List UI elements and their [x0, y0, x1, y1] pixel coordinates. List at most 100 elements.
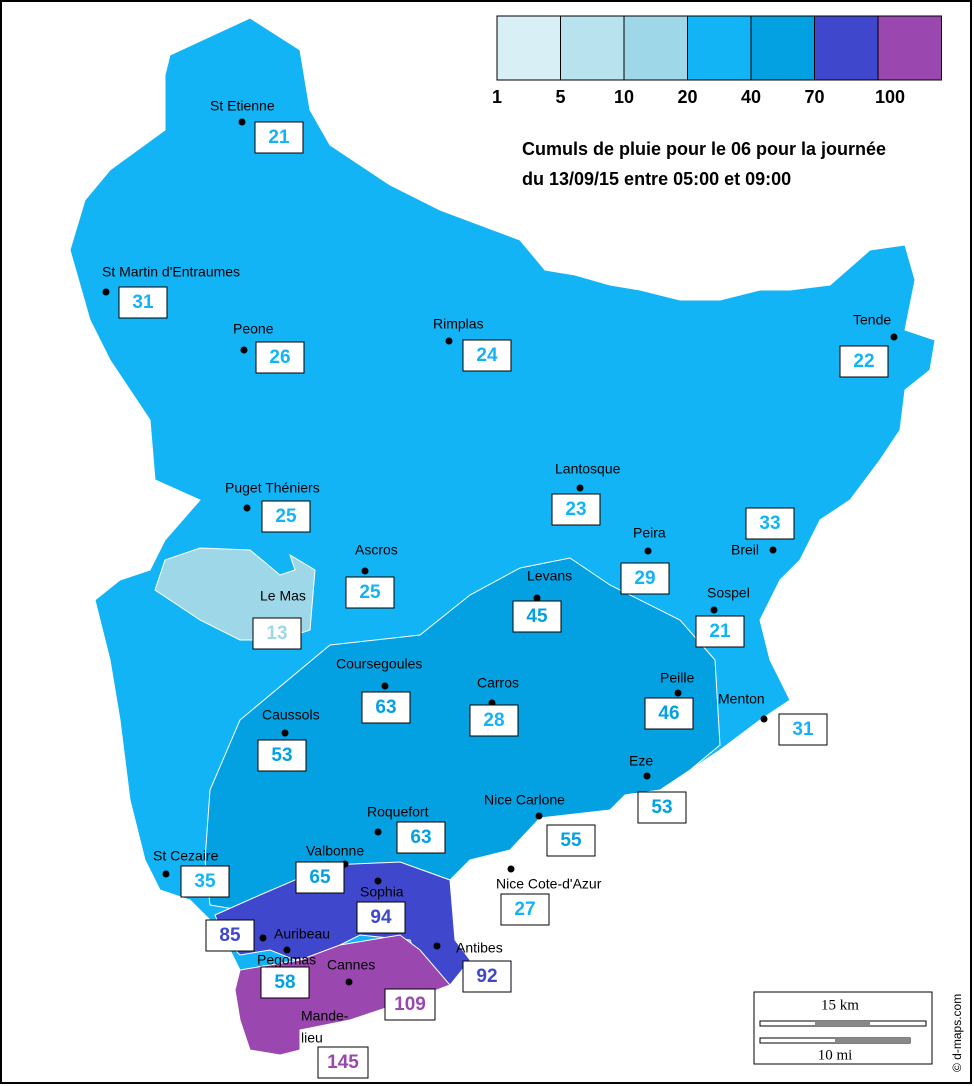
station-value: 53	[651, 797, 672, 818]
station-value: 28	[483, 710, 504, 731]
station-name: Sospel	[707, 585, 750, 601]
station-name: Nice Carlone	[484, 792, 565, 808]
station-value: 65	[309, 867, 331, 888]
station-name: Sophia	[360, 884, 404, 900]
scale-box	[753, 991, 933, 1065]
station-value: 25	[359, 582, 381, 603]
value-box	[778, 713, 828, 746]
station-value: 109	[394, 994, 426, 1015]
station-name: Auribeau	[274, 926, 330, 942]
value-box	[254, 121, 304, 154]
station-name: lieu	[301, 1030, 323, 1046]
station-value: 55	[560, 830, 582, 851]
station-name: Peira	[633, 525, 666, 541]
legend-swatch	[496, 15, 561, 81]
station-name: St Etienne	[210, 98, 275, 114]
station-dot	[102, 288, 110, 296]
station-dot	[374, 828, 382, 836]
value-box	[500, 893, 550, 926]
station-value: 145	[327, 1052, 359, 1073]
legend-label: 10	[614, 87, 634, 107]
scale-bar: 15 km 10 mi	[753, 991, 933, 1065]
station-dot	[433, 942, 441, 950]
value-box	[260, 966, 310, 999]
station-name: Coursegoules	[336, 656, 422, 672]
station-dot	[507, 865, 515, 873]
value-box	[551, 493, 601, 526]
station-dot	[381, 682, 389, 690]
station-dot	[769, 546, 777, 554]
value-box	[356, 901, 406, 934]
station-name: Pegomas	[257, 952, 316, 968]
scale-km: 15 km	[821, 997, 859, 1013]
station-name: Cannes	[327, 957, 375, 973]
legend-label: 40	[741, 87, 761, 107]
legend-swatch	[623, 15, 688, 81]
value-box	[512, 600, 562, 633]
value-box	[396, 821, 446, 854]
station-value: 53	[271, 745, 292, 766]
station-name: Carros	[477, 675, 519, 691]
station-dot	[535, 812, 543, 820]
value-box	[261, 500, 311, 533]
station-value: 35	[194, 871, 216, 892]
station-dot	[345, 978, 353, 986]
station-value: 27	[514, 899, 535, 920]
scale-seg	[815, 1021, 870, 1026]
station-dot	[283, 946, 291, 954]
value-box	[384, 988, 436, 1021]
value-box	[695, 615, 745, 648]
station-dot	[162, 870, 170, 878]
value-box	[546, 824, 596, 857]
stations: St Etienne 21 St Martin d'Entraumes 31 Peone…	[102, 98, 898, 1079]
station-value: 58	[274, 972, 295, 993]
station-name: Breil	[731, 542, 759, 558]
legend-label: 1	[492, 87, 502, 107]
station-name: St Cezaire	[153, 848, 219, 864]
station-value: 94	[370, 907, 392, 928]
station-value: 26	[269, 347, 290, 368]
station-value: 21	[709, 621, 731, 642]
legend-label: 5	[555, 87, 565, 107]
station-name: Caussols	[262, 707, 320, 723]
station-dot	[361, 567, 369, 575]
station-name: Puget Théniers	[225, 480, 320, 496]
station-value: 85	[219, 925, 241, 946]
station-dot	[760, 715, 768, 723]
station-dot	[710, 606, 718, 614]
zone	[234, 934, 451, 1056]
value-box	[317, 1046, 369, 1079]
scale-seg	[835, 1038, 910, 1043]
station-value: 25	[275, 506, 297, 527]
station-name: Ascros	[355, 542, 398, 558]
value-box	[205, 919, 255, 952]
station-value: 31	[132, 292, 154, 313]
station-value: 31	[792, 719, 814, 740]
station-dot	[281, 729, 289, 737]
station-dot	[238, 118, 246, 126]
station-dot	[374, 877, 382, 885]
value-box	[255, 341, 305, 374]
station-dot	[576, 484, 584, 492]
station-name: Lantosque	[555, 461, 621, 477]
legend-swatch	[687, 15, 752, 81]
value-box	[462, 339, 512, 372]
station-dot	[890, 333, 898, 341]
value-box	[257, 739, 307, 772]
legend-swatch	[877, 15, 942, 81]
legend-label: 70	[804, 87, 824, 107]
value-box	[644, 697, 694, 730]
legend-label: 20	[677, 87, 697, 107]
value-box	[345, 576, 395, 609]
value-box	[637, 791, 687, 824]
station-name: Eze	[629, 753, 653, 769]
station-name: Valbonne	[306, 843, 364, 859]
station-dot	[533, 594, 541, 602]
station-name: Rimplas	[433, 316, 484, 332]
value-box	[118, 286, 168, 319]
value-box	[745, 507, 795, 540]
value-box	[839, 345, 889, 378]
legend-swatch	[750, 15, 815, 81]
legend-swatch	[560, 15, 625, 81]
